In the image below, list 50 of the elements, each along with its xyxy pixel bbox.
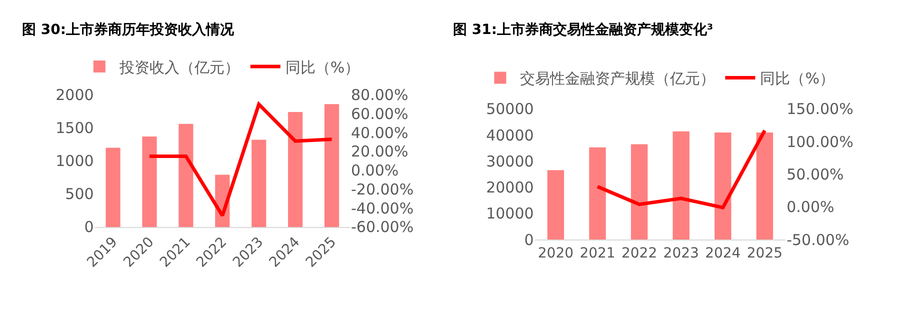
y-tick-label: 30000 bbox=[486, 152, 534, 170]
legend-label: 同比（%） bbox=[285, 58, 360, 76]
bar bbox=[589, 147, 606, 240]
bar bbox=[672, 131, 690, 240]
y-tick-label: 40000 bbox=[486, 126, 534, 144]
y2-tick-label: 40.00% bbox=[351, 124, 408, 142]
y2-tick-label: -60.00% bbox=[351, 218, 414, 236]
bar bbox=[547, 170, 564, 240]
y-tick-label: 0 bbox=[524, 230, 534, 249]
y2-tick-label: -50.00% bbox=[786, 230, 850, 249]
bar bbox=[630, 144, 648, 240]
y2-tick-label: 50.00% bbox=[786, 166, 844, 184]
y2-tick-label: 100.00% bbox=[786, 132, 854, 151]
bar bbox=[252, 140, 266, 227]
y-tick-label: 0 bbox=[84, 218, 94, 236]
chart-title: 图 30:上市券商历年投资收入情况 bbox=[22, 21, 235, 38]
y-tick-label: 2000 bbox=[56, 86, 94, 104]
legend-label: 同比（%） bbox=[760, 70, 834, 88]
bar bbox=[178, 124, 194, 227]
y2-tick-label: -20.00% bbox=[351, 180, 414, 198]
bar bbox=[714, 132, 732, 240]
bar bbox=[324, 104, 340, 227]
x-tick-label: 2024 bbox=[705, 245, 741, 262]
chart-title: 图 31:上市券商交易性金融资产规模变化³ bbox=[453, 21, 714, 38]
y2-tick-label: 0.00% bbox=[786, 198, 834, 216]
y-tick-label: 500 bbox=[65, 185, 94, 204]
bar bbox=[288, 112, 303, 227]
y-tick-label: 20000 bbox=[486, 178, 534, 197]
x-tick-label: 2025 bbox=[746, 245, 783, 262]
line-series bbox=[148, 102, 334, 218]
bar bbox=[756, 132, 774, 240]
line-series bbox=[596, 128, 766, 210]
y-tick-label: 1500 bbox=[56, 119, 94, 138]
y-tick-label: 1000 bbox=[56, 152, 94, 170]
y2-tick-label: 0.00% bbox=[351, 162, 399, 180]
y2-tick-label: -40.00% bbox=[351, 199, 414, 218]
bar bbox=[142, 136, 157, 227]
legend-label: 投资收入（亿元） bbox=[118, 58, 240, 76]
y-tick-label: 10000 bbox=[486, 204, 534, 223]
y2-tick-label: 80.00% bbox=[351, 86, 408, 104]
y-tick-label: 50000 bbox=[486, 100, 534, 118]
x-tick-label: 2021 bbox=[580, 245, 616, 262]
bar bbox=[106, 148, 120, 227]
x-tick-label: 2023 bbox=[663, 245, 699, 262]
y2-tick-label: 20.00% bbox=[351, 142, 408, 161]
y2-tick-label: 150.00% bbox=[786, 100, 854, 118]
y2-tick-label: 60.00% bbox=[351, 104, 408, 123]
x-tick-label: 2022 bbox=[621, 245, 658, 262]
legend-label: 交易性金融资产规模（亿元） bbox=[520, 70, 716, 88]
x-tick-label: 2020 bbox=[538, 245, 574, 262]
